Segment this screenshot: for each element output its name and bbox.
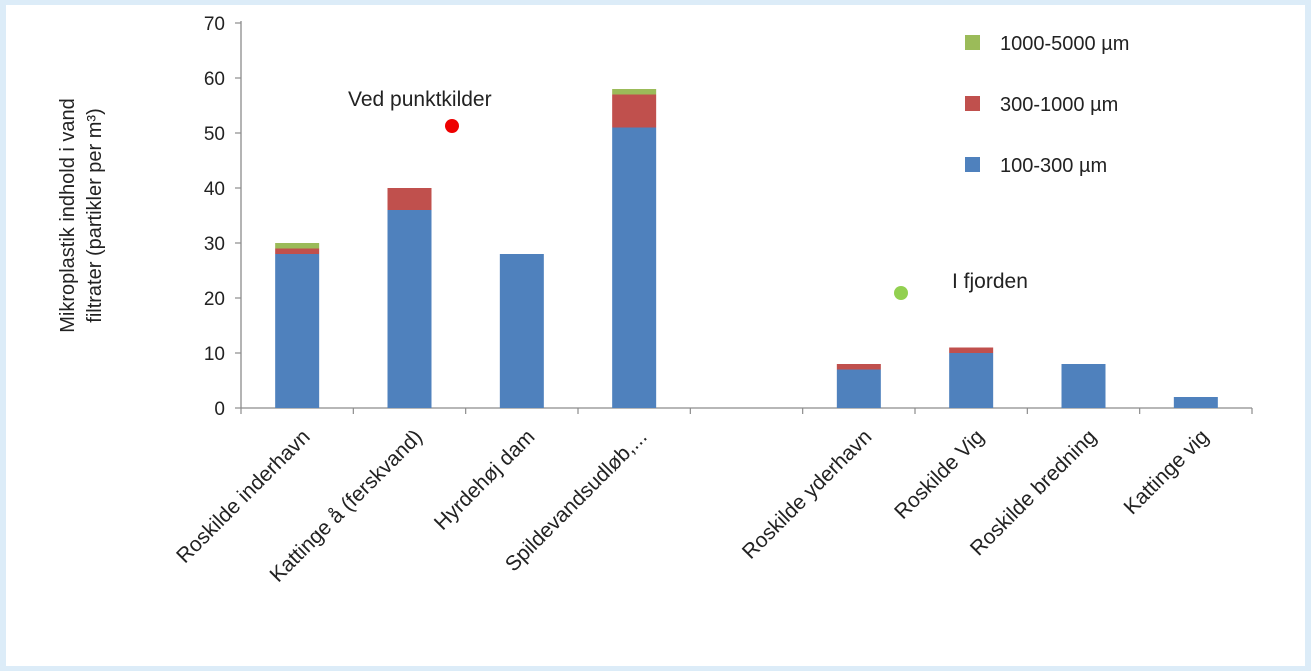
legend-label: 1000-5000 µm (1000, 33, 1129, 55)
annotation-marker (894, 286, 908, 300)
bar-300-1000-m-spildevandsudl-b (612, 94, 657, 128)
bar-100-300-m-hyrdeh-j-dam (499, 254, 544, 408)
bar-300-1000-m-kattinge-ferskvand (387, 188, 432, 210)
bar-1000-5000-m-roskilde-inderhavn (275, 243, 320, 249)
y-tick-label: 10 (204, 344, 225, 365)
legend: 1000-5000 µm 300-1000 µm 100-300 µm (965, 33, 1129, 177)
y-axis-label-line: filtrater (partikler per m³) (84, 108, 106, 322)
y-tick-label: 60 (204, 69, 225, 90)
annotation-text: I fjorden (952, 270, 1028, 293)
chart-frame: Mikroplastik indhold i vand filtrater (pa… (6, 5, 1305, 666)
x-tick-label: Hyrdehøj dam (430, 425, 540, 535)
x-tick-label: Roskilde bredning (966, 425, 1101, 560)
bar-300-1000-m-roskilde-vig (949, 347, 994, 353)
y-tick-label: 20 (204, 289, 225, 310)
y-tick-label: 40 (204, 179, 225, 200)
bar-chart: Mikroplastik indhold i vand filtrater (pa… (57, 14, 1253, 587)
bar-100-300-m-roskilde-bredning (1061, 364, 1106, 408)
bar-100-300-m-kattinge-ferskvand (387, 210, 432, 408)
bar-100-300-m-roskilde-inderhavn (275, 254, 320, 408)
legend-swatch-1000-5000-m (965, 35, 980, 50)
legend-swatch-100-300-m (965, 157, 980, 172)
x-tick-label: Kattinge vig (1120, 425, 1214, 519)
bar-100-300-m-kattinge-vig (1173, 397, 1218, 408)
bar-300-1000-m-roskilde-inderhavn (275, 248, 320, 254)
bar-100-300-m-roskilde-yderhavn (836, 369, 881, 408)
bar-300-1000-m-roskilde-yderhavn (836, 364, 881, 370)
bar-100-300-m-spildevandsudl-b (612, 127, 657, 408)
bar-1000-5000-m-spildevandsudl-b (612, 89, 657, 95)
bar-100-300-m-roskilde-vig (949, 353, 994, 408)
legend-label: 100-300 µm (1000, 155, 1107, 177)
legend-swatch-300-1000-m (965, 96, 980, 111)
bars (275, 89, 1218, 408)
x-tick-label: Roskilde yderhavn (738, 425, 876, 563)
y-tick-label: 70 (204, 14, 225, 35)
y-tick-label: 30 (204, 234, 225, 255)
annotation-text: Ved punktkilder (348, 88, 492, 111)
legend-label: 300-1000 µm (1000, 94, 1118, 116)
y-tick-label: 50 (204, 124, 225, 145)
annotation-marker (445, 119, 459, 133)
x-tick-label: Roskilde Vig (890, 425, 989, 524)
y-axis-label: Mikroplastik indhold i vand filtrater (pa… (57, 98, 106, 333)
y-tick-label: 0 (214, 399, 225, 420)
annotations: Ved punktkilder I fjorden (348, 88, 1028, 300)
y-axis-label-line: Mikroplastik indhold i vand (57, 98, 79, 333)
y-ticks: 0 10 20 30 40 50 60 70 (204, 14, 241, 420)
